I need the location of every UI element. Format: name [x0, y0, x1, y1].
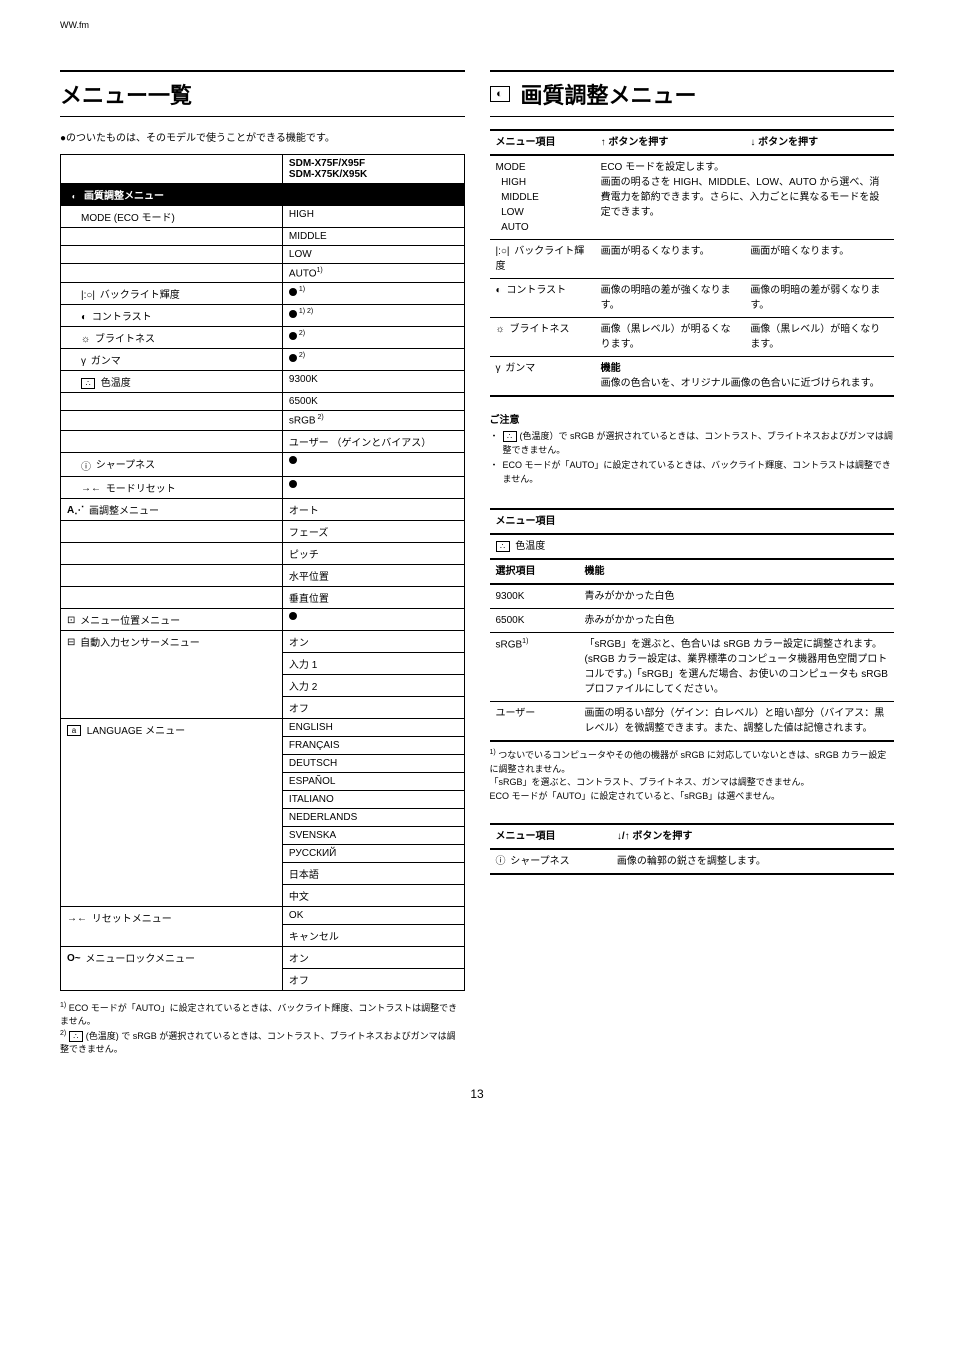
colortemp-footnote: 1) つないでいるコンピュータやその他の機器が sRGB に対応していないときは… [490, 748, 895, 803]
notice-block: ご注意 ・∴(色温度）で sRGB が選択されているときは、コントラスト、ブライ… [490, 411, 895, 486]
intro-note: ●のついたものは、そのモデルで使うことができる機能です。 [60, 129, 465, 144]
colortemp-table: メニュー項目 ∴ 色温度 選択項目機能 9300K青みがかかった白色 6500K… [490, 508, 895, 742]
picture-icon: ◐ [490, 86, 510, 102]
colortemp-icon: ∴ [496, 541, 510, 552]
section-screen: A⋰ 画調整メニュー [61, 498, 283, 520]
ct-col-func: 機能 [578, 559, 894, 584]
sh-col-item: メニュー項目 [490, 824, 611, 849]
row-contrast: ◐ コントラスト [61, 305, 283, 327]
colortemp-icon: ∴ [81, 378, 95, 389]
row-backlight-item: |:○| バックライト輝度 [490, 240, 595, 279]
brightness-icon: ☼ [81, 334, 90, 345]
content-columns: メニュー一覧 ●のついたものは、そのモデルで使うことができる機能です。 SDM-… [60, 70, 894, 1057]
row-gamma: γ ガンマ [61, 349, 283, 371]
notice-item-1: ・∴(色温度）で sRGB が選択されているときは、コントラスト、ブライトネスお… [490, 430, 895, 457]
sharpness-icon: ⓘ [496, 854, 506, 869]
row-brightness-item: ☼ ブライトネス [490, 318, 595, 357]
page-header: WW.fm [60, 20, 894, 30]
mode-desc-table: メニュー項目 ↑ ボタンを押す ↓ ボタンを押す MODE HIGH MIDDL… [490, 129, 895, 397]
row-sharpness: ⓘ シャープネス [61, 452, 283, 476]
language-icon: a [67, 725, 81, 736]
row-colortemp: ∴ 色温度 [61, 371, 283, 393]
ct-header-item: メニュー項目 [490, 509, 895, 534]
section-reset: →← リセットメニュー [61, 906, 283, 946]
sh-col-btn: ↓/↑ ボタンを押す [611, 824, 894, 849]
colortemp-icon: ∴ [69, 1031, 83, 1042]
row-gamma-item: γ ガンマ [490, 357, 595, 397]
col-item: メニュー項目 [490, 130, 595, 155]
backlight-icon: |:○| [496, 244, 510, 259]
reset-icon: →← [67, 913, 87, 924]
modereset-icon: →← [81, 483, 101, 494]
mode-desc-cell: ECO モードを設定します。 画面の明るさを HIGH、MIDDLE、LOW、A… [595, 155, 894, 240]
col-up: ↑ ボタンを押す [595, 130, 745, 155]
contrast-icon: ◐ [496, 283, 502, 298]
section-picture-quality: ◐画質調整メニュー [61, 184, 465, 206]
title-menu-list: メニュー一覧 [60, 70, 465, 117]
screen-icon: A⋰ [67, 505, 84, 516]
row-mode-eco: MODE (ECO モード) [61, 206, 283, 228]
brightness-icon: ☼ [496, 322, 505, 337]
row-modereset: →← モードリセット [61, 476, 283, 498]
picture-icon: ◐ [67, 191, 81, 202]
ct-section: ∴ 色温度 [490, 534, 895, 559]
contrast-icon: ◐ [81, 312, 87, 323]
sharpness-icon: ⓘ [81, 458, 91, 473]
menu-list-table: SDM-X75F/X95F SDM-X75K/X95K ◐画質調整メニュー MO… [60, 154, 465, 991]
row-brightness: ☼ ブライトネス [61, 327, 283, 349]
section-menupos: ⊡ メニュー位置メニュー [61, 608, 283, 630]
mode-cell: MODE HIGH MIDDLE LOW AUTO [490, 155, 595, 240]
notice-title: ご注意 [490, 411, 895, 426]
models-header: SDM-X75F/X95F SDM-X75K/X95K [282, 155, 464, 184]
gamma-icon: γ [81, 356, 86, 367]
section-menulock: O~ メニューロックメニュー [61, 946, 283, 990]
left-column: メニュー一覧 ●のついたものは、そのモデルで使うことができる機能です。 SDM-… [60, 70, 465, 1057]
row-backlight: |:○| バックライト輝度 [61, 283, 283, 305]
notice-item-2: ・ECO モードが「AUTO」に設定されているときは、バックライト輝度、コントラ… [490, 459, 895, 486]
menupos-icon: ⊡ [67, 615, 75, 626]
section-autoinput: ⊟ 自動入力センサーメニュー [61, 630, 283, 718]
gamma-icon: γ [496, 361, 501, 376]
right-column: ◐画質調整メニュー メニュー項目 ↑ ボタンを押す ↓ ボタンを押す MODE … [490, 70, 895, 1057]
lock-icon: O~ [67, 953, 81, 964]
page-number: 13 [60, 1087, 894, 1101]
col-down: ↓ ボタンを押す [744, 130, 894, 155]
autoinput-icon: ⊟ [67, 637, 75, 648]
colortemp-icon: ∴ [503, 431, 517, 442]
backlight-icon: |:○| [81, 290, 95, 301]
left-footnotes: 1) ECO モードが「AUTO」に設定されているときは、バックライト輝度、コン… [60, 1001, 465, 1057]
ct-col-select: 選択項目 [490, 559, 579, 584]
row-contrast-item: ◐ コントラスト [490, 279, 595, 318]
title-picture-quality-menu: ◐画質調整メニュー [490, 70, 895, 117]
sharpness-table: メニュー項目↓/↑ ボタンを押す ⓘ シャープネス画像の輪郭の鋭さを調整します。 [490, 823, 895, 875]
section-language: a LANGUAGE メニュー [61, 718, 283, 906]
